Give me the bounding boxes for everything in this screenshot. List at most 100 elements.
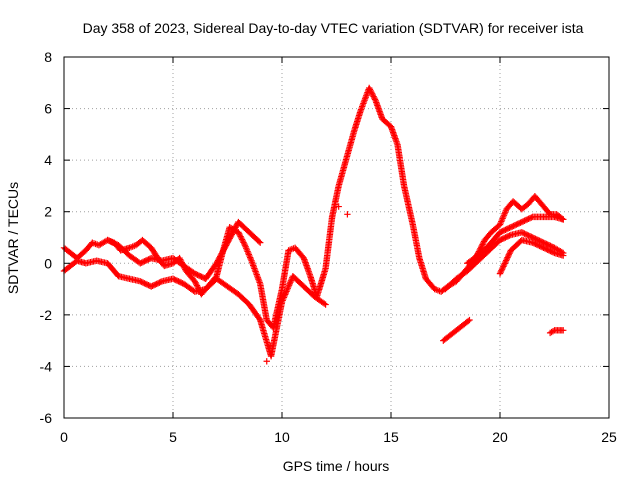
- main-trace-point: [480, 239, 487, 247]
- main-trace-point: [369, 91, 377, 99]
- main-trace-point: [193, 282, 201, 289]
- main-trace-point: [240, 239, 247, 246]
- upper-branch-point: [214, 258, 221, 266]
- upper-branch-point: [213, 260, 220, 267]
- tick-labels: 0 5 10 15 20 25 -6 -4 -2 0 2 4 6 8: [40, 49, 617, 445]
- main-trace-point: [238, 236, 246, 243]
- main-trace-point: [239, 237, 246, 245]
- lower-branch-point: [278, 298, 286, 306]
- main-trace-point: [238, 234, 245, 242]
- evening-low-point: [560, 252, 567, 259]
- upper-branch-point: [217, 253, 224, 260]
- lower-branch-point: [322, 301, 329, 308]
- main-trace-point: [235, 230, 243, 237]
- lower-branch-point: [284, 285, 291, 292]
- lower-branch-point: [321, 300, 328, 307]
- y-tick-label: -4: [40, 358, 53, 374]
- lower-branch-point: [279, 297, 286, 304]
- main-trace-point: [366, 86, 374, 93]
- late-dip-point: [466, 316, 473, 324]
- y-tick-label: 6: [44, 101, 52, 117]
- y-tick-label: 2: [44, 204, 52, 220]
- main-trace-point: [366, 84, 373, 92]
- main-trace-point: [367, 87, 374, 95]
- evening-low-point: [504, 254, 511, 261]
- late-cluster-point: [549, 327, 557, 335]
- x-tick-label: 0: [60, 429, 68, 445]
- lower-branch-point: [282, 291, 289, 298]
- upper-branch-point: [215, 255, 222, 263]
- lower-branch-point: [287, 277, 295, 284]
- evening-low-point: [498, 267, 505, 274]
- plot-frame: [63, 56, 610, 419]
- gridlines: [64, 57, 609, 418]
- evening-upper-point: [560, 216, 567, 223]
- evening-low-point: [503, 255, 511, 263]
- main-trace-point: [368, 89, 375, 96]
- evening-low-point: [496, 270, 504, 277]
- y-axis-label: SDTVAR / TECUs: [5, 182, 21, 294]
- evening-low-point: [500, 263, 507, 270]
- main-trace-point: [192, 279, 199, 286]
- upper-branch-point: [231, 225, 238, 233]
- y-tick-label: -6: [40, 410, 53, 426]
- evening-low-point: [502, 258, 509, 266]
- upper-branch-point: [255, 238, 263, 245]
- upper-branch-point: [228, 231, 236, 238]
- evening-upper-point: [528, 214, 535, 221]
- lower-branch-point: [157, 278, 164, 286]
- main-trace-point: [235, 229, 242, 236]
- y-tick-label: 8: [44, 49, 52, 65]
- evening-low-point: [549, 249, 557, 256]
- evening-low-point: [506, 250, 513, 257]
- upper-branch-point: [229, 229, 236, 237]
- axis-ticks: [63, 56, 610, 419]
- spikes-point: [328, 213, 336, 221]
- main-trace-point: [478, 242, 486, 250]
- evening-low-point: [497, 268, 504, 276]
- upper-branch-point: [223, 240, 230, 248]
- x-tick-label: 5: [169, 429, 177, 445]
- late-cluster-point: [560, 327, 567, 334]
- lower-branch-point: [285, 283, 292, 290]
- lower-branch-point: [281, 292, 288, 300]
- x-tick-label: 15: [383, 429, 399, 445]
- evening-low-point: [505, 251, 513, 258]
- lower-branch-point: [280, 295, 287, 303]
- main-trace-point: [237, 233, 244, 240]
- chart-title: Day 358 of 2023, Sidereal Day-to-day VTE…: [83, 20, 584, 36]
- y-tick-label: 0: [44, 255, 52, 271]
- upper-branch-point: [230, 227, 238, 234]
- lower-branch-point: [282, 289, 290, 297]
- x-axis-label: GPS time / hours: [283, 458, 390, 474]
- upper-branch-point: [224, 239, 231, 246]
- x-tick-label: 20: [492, 429, 508, 445]
- upper-branch-point: [219, 247, 227, 255]
- lower-branch-point: [287, 279, 294, 286]
- lower-branch-point: [286, 280, 293, 287]
- spikes-point: [266, 342, 274, 349]
- upper-branch-point: [233, 222, 240, 230]
- upper-branch-point: [217, 251, 225, 259]
- lower-branch-point: [283, 286, 291, 294]
- upper-branch-point: [227, 232, 235, 239]
- evening-mid-point: [506, 232, 513, 239]
- lower-branch-point: [256, 315, 263, 322]
- main-trace-point: [193, 281, 200, 288]
- upper-branch-point: [226, 235, 233, 242]
- late-dip-point: [464, 317, 472, 325]
- lower-branch-point: [283, 288, 290, 295]
- upper-branch-point: [218, 250, 225, 257]
- upper-branch-point: [222, 243, 229, 250]
- upper-branch-point: [216, 254, 223, 261]
- lower-branch-point: [285, 282, 293, 289]
- upper-branch-point: [227, 233, 234, 241]
- y-tick-label: 4: [44, 152, 52, 168]
- data-points: [60, 84, 567, 365]
- main-trace-point: [236, 232, 244, 239]
- upper-branch-point: [221, 244, 228, 252]
- lower-branch-point: [280, 294, 288, 301]
- y-tick-label: -2: [40, 307, 53, 323]
- upper-branch-point: [257, 239, 264, 246]
- spikes-point: [335, 203, 342, 210]
